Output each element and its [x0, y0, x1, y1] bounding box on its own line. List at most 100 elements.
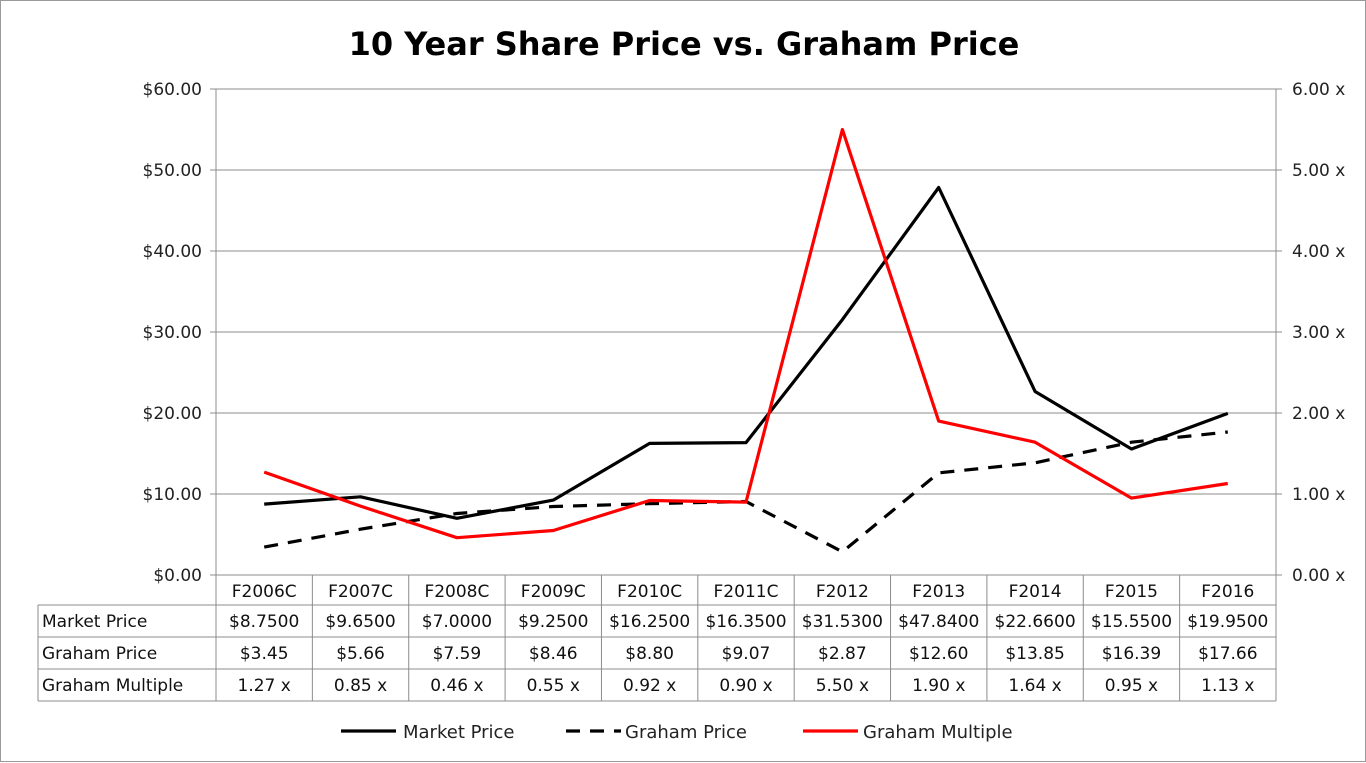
- category-label: F2011C: [714, 582, 779, 602]
- legend: Market Price Graham Price Graham Multiple: [341, 722, 1013, 743]
- graham-multiple-point: [1130, 497, 1133, 500]
- graham-price-point: [263, 546, 266, 549]
- table-cell: $9.2500: [518, 612, 588, 632]
- table-row-label: Graham Multiple: [42, 676, 183, 696]
- market-price-line: [264, 185, 1229, 520]
- table-cell: $17.66: [1198, 644, 1257, 664]
- graham-multiple-point: [648, 499, 651, 502]
- table-cell: 1.90 x: [912, 676, 965, 696]
- table-cell: $8.46: [529, 644, 578, 664]
- table-cell: $7.59: [433, 644, 482, 664]
- table-cell: $8.80: [625, 644, 674, 664]
- right-tick-label: 5.00 x: [1292, 161, 1345, 181]
- table-cell: $2.87: [818, 644, 867, 664]
- left-tick-label: $60.00: [143, 80, 202, 100]
- table-cell: $16.3500: [705, 612, 786, 632]
- market-price-point: [455, 517, 458, 520]
- table-cell: $16.39: [1102, 644, 1161, 664]
- category-label: F2012: [816, 582, 869, 602]
- left-tick-label: $30.00: [143, 323, 202, 343]
- category-label: F2010C: [617, 582, 682, 602]
- left-tick-label: $50.00: [143, 161, 202, 181]
- table-cell: $7.0000: [422, 612, 492, 632]
- category-label: F2013: [912, 582, 965, 602]
- table-cell: $9.07: [722, 644, 771, 664]
- left-axis-ticks: $0.00 $10.00 $20.00 $30.00 $40.00 $50.00 $60.0…: [143, 80, 216, 586]
- right-tick-label: 4.00 x: [1292, 242, 1345, 262]
- series-lines: [263, 127, 1229, 554]
- table-cell: $13.85: [1005, 644, 1064, 664]
- graham-multiple-point: [1226, 482, 1229, 485]
- market-price-point: [1130, 448, 1133, 451]
- graham-multiple-point: [455, 536, 458, 539]
- graham-price-point: [455, 512, 458, 515]
- left-tick-label: $10.00: [143, 485, 202, 505]
- market-price-point: [1034, 390, 1037, 393]
- category-label: F2015: [1105, 582, 1158, 602]
- category-label: F2006C: [232, 582, 297, 602]
- legend-label: Graham Price: [625, 722, 747, 743]
- right-axis-ticks: 0.00 x 1.00 x 2.00 x 3.00 x 4.00 x 5.00 x 6.00…: [1276, 80, 1345, 586]
- market-price-point: [552, 499, 555, 502]
- table-cell: $12.60: [909, 644, 968, 664]
- right-tick-label: 1.00 x: [1292, 485, 1345, 505]
- graham-multiple-point: [745, 501, 748, 504]
- table-cell: 0.92 x: [623, 676, 676, 696]
- right-tick-label: 3.00 x: [1292, 323, 1345, 343]
- graham-multiple-point: [937, 420, 940, 423]
- table-cell: $8.7500: [229, 612, 299, 632]
- graham-price-point: [1130, 441, 1133, 444]
- legend-label: Graham Multiple: [863, 722, 1013, 743]
- market-price-point: [1226, 412, 1229, 415]
- table-cell: 0.46 x: [430, 676, 483, 696]
- table-cell: 1.13 x: [1201, 676, 1254, 696]
- graham-multiple-point: [1034, 441, 1037, 444]
- table-cell: $31.5300: [802, 612, 883, 632]
- graham-price-point: [937, 471, 940, 474]
- graham-price-point: [1226, 430, 1229, 433]
- gridlines: [216, 88, 1276, 495]
- right-tick-label: 2.00 x: [1292, 404, 1345, 424]
- graham-multiple-point: [359, 505, 362, 508]
- right-tick-label: 6.00 x: [1292, 80, 1345, 100]
- table-cell: $15.5500: [1091, 612, 1172, 632]
- graham-multiple-point: [841, 128, 844, 131]
- left-tick-label: $0.00: [153, 566, 202, 586]
- table-cell: $3.45: [240, 644, 289, 664]
- table-row-label: Graham Price: [42, 644, 157, 664]
- table-cell: $22.6600: [995, 612, 1076, 632]
- graham-multiple-point: [263, 471, 266, 474]
- chart-title: 10 Year Share Price vs. Graham Price: [349, 25, 1020, 63]
- right-tick-label: 0.00 x: [1292, 566, 1345, 586]
- table-row-label: Market Price: [42, 612, 147, 632]
- table-cell: 0.55 x: [527, 676, 580, 696]
- graham-price-line: [263, 430, 1228, 554]
- left-tick-label: $20.00: [143, 404, 202, 424]
- market-price-point: [745, 441, 748, 444]
- graham-price-point: [552, 505, 555, 508]
- table-cell: 1.27 x: [238, 676, 291, 696]
- table-cell: $19.9500: [1187, 612, 1268, 632]
- graham-price-point: [648, 502, 651, 505]
- table-cell: 0.85 x: [334, 676, 387, 696]
- market-price-point: [841, 318, 844, 321]
- graham-price-point: [1034, 461, 1037, 464]
- category-label: F2016: [1201, 582, 1254, 602]
- table-cell: $16.2500: [609, 612, 690, 632]
- category-label: F2014: [1009, 582, 1062, 602]
- legend-label: Market Price: [403, 722, 515, 743]
- graham-multiple-line: [263, 127, 1229, 540]
- category-label: F2009C: [521, 582, 586, 602]
- market-price-point: [937, 186, 940, 189]
- table-cell: 0.90 x: [719, 676, 772, 696]
- category-label: F2007C: [328, 582, 393, 602]
- graham-multiple-point: [552, 529, 555, 532]
- market-price-point: [263, 503, 266, 506]
- graham-price-point: [359, 528, 362, 531]
- data-table: F2006C F2007C F2008C F2009C F2010C F2011C F201…: [37, 575, 1277, 702]
- category-label: F2008C: [424, 582, 489, 602]
- table-cell: $47.8400: [898, 612, 979, 632]
- table-cell: $5.66: [336, 644, 385, 664]
